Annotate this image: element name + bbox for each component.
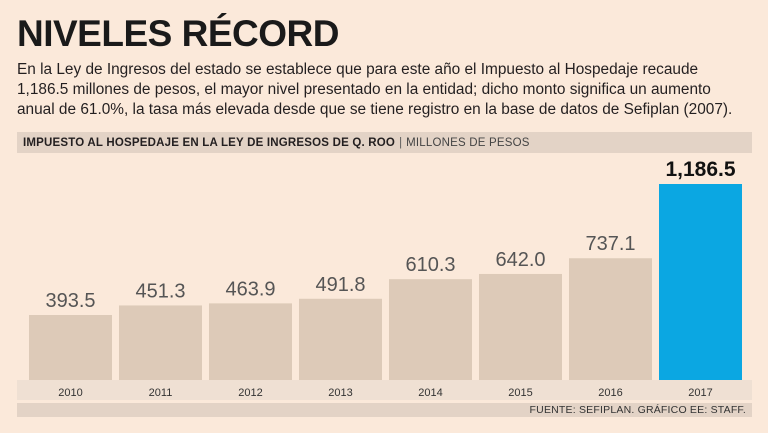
data-label-2012: 463.9 — [225, 278, 275, 300]
chart-subtitle: IMPUESTO AL HOSPEDAJE EN LA LEY DE INGRE… — [23, 136, 396, 149]
x-tick-2013: 2013 — [328, 387, 352, 399]
bar-2016 — [569, 258, 652, 380]
x-tick-2010: 2010 — [58, 387, 82, 399]
bar-2015 — [479, 273, 562, 380]
source-text: FUENTE: SEFIPLAN. GRÁFICO EE: STAFF. — [529, 404, 746, 416]
data-label-2016: 737.1 — [585, 233, 635, 255]
chart-subtitle-bar: IMPUESTO AL HOSPEDAJE EN LA LEY DE INGRE… — [17, 132, 752, 153]
bar-2012 — [209, 303, 292, 380]
bar-2017 — [659, 184, 742, 380]
x-axis-band — [17, 380, 752, 400]
data-label-2010: 393.5 — [45, 290, 95, 312]
x-tick-2015: 2015 — [508, 387, 532, 399]
x-tick-2017: 2017 — [688, 387, 712, 399]
subtitle-separator: | — [399, 136, 403, 149]
bar-2013 — [299, 298, 382, 380]
bar-chart: 393.5 2010 451.3 2011 463.9 2012 491.8 2013 610.… — [17, 158, 752, 400]
x-tick-2012: 2012 — [238, 387, 262, 399]
data-label-2014: 610.3 — [405, 254, 455, 276]
chart-description: En la Ley de Ingresos del estado se esta… — [17, 61, 733, 118]
data-label-2013: 491.8 — [315, 274, 365, 296]
data-label-2017: 1,186.5 — [665, 158, 735, 181]
x-tick-2014: 2014 — [418, 387, 442, 399]
bar-2014 — [389, 279, 472, 380]
chart-title: NIVELES RÉCORD — [17, 13, 339, 54]
source-note: FUENTE: SEFIPLAN. GRÁFICO EE: STAFF. — [17, 403, 752, 417]
data-label-2011: 451.3 — [135, 280, 185, 302]
data-label-2015: 642.0 — [495, 249, 545, 271]
bar-2010 — [29, 314, 112, 380]
bar-2011 — [119, 305, 202, 380]
chart-unit-label: MILLONES DE PESOS — [406, 136, 530, 149]
x-tick-2011: 2011 — [149, 387, 173, 399]
x-tick-2016: 2016 — [598, 387, 622, 399]
